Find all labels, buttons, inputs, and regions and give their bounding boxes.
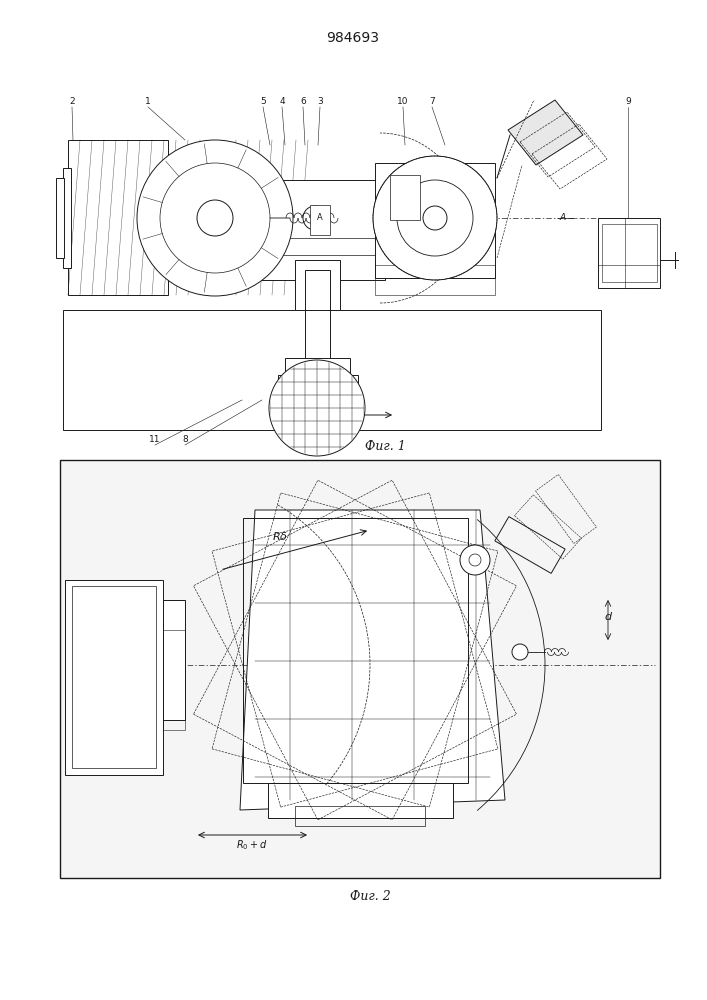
Text: $R\delta$: $R\delta$	[272, 530, 288, 542]
Bar	[305, 270, 330, 360]
Circle shape	[303, 206, 327, 230]
Bar	[285, 358, 350, 380]
Text: 4: 4	[279, 98, 285, 106]
Polygon shape	[508, 100, 583, 165]
Text: 5: 5	[260, 98, 266, 106]
Text: 3: 3	[317, 98, 323, 106]
Bar	[63, 168, 71, 268]
Text: 10: 10	[397, 98, 409, 106]
Bar	[163, 630, 185, 730]
Text: $R_0+d$: $R_0+d$	[236, 838, 268, 852]
Bar	[255, 180, 385, 280]
Text: 7: 7	[429, 98, 435, 106]
Bar	[278, 375, 358, 390]
Text: 9: 9	[625, 98, 631, 106]
Bar	[163, 600, 185, 720]
Circle shape	[269, 360, 365, 456]
Bar	[68, 140, 168, 295]
Circle shape	[423, 206, 447, 230]
Bar	[268, 783, 453, 818]
Bar	[295, 260, 340, 310]
Circle shape	[373, 156, 497, 280]
Text: d: d	[604, 612, 612, 622]
Bar	[602, 224, 657, 282]
Bar	[60, 460, 660, 878]
Circle shape	[512, 644, 528, 660]
Bar	[598, 218, 660, 288]
Text: 2: 2	[69, 98, 75, 106]
Bar	[65, 580, 163, 775]
Polygon shape	[240, 510, 505, 810]
Bar	[375, 265, 495, 295]
Circle shape	[460, 545, 490, 575]
Bar	[72, 586, 156, 768]
Bar	[375, 163, 495, 278]
Text: 11: 11	[149, 436, 160, 444]
Bar	[168, 188, 186, 248]
Text: Фиг. 1: Фиг. 1	[365, 440, 405, 453]
Circle shape	[137, 140, 293, 296]
Bar	[390, 175, 420, 220]
Text: 6: 6	[300, 98, 306, 106]
Bar	[168, 158, 193, 278]
Text: 984693: 984693	[327, 31, 380, 45]
Text: A: A	[560, 214, 566, 223]
Bar	[295, 806, 425, 826]
Circle shape	[197, 200, 233, 236]
Text: Фиг. 2: Фиг. 2	[350, 890, 390, 903]
Bar	[310, 205, 330, 235]
Text: $R\delta$: $R\delta$	[347, 394, 363, 406]
Text: 8: 8	[182, 436, 188, 444]
Text: 1: 1	[145, 98, 151, 106]
Bar	[56, 178, 64, 258]
Text: A: A	[317, 214, 323, 223]
Bar	[63, 310, 601, 430]
